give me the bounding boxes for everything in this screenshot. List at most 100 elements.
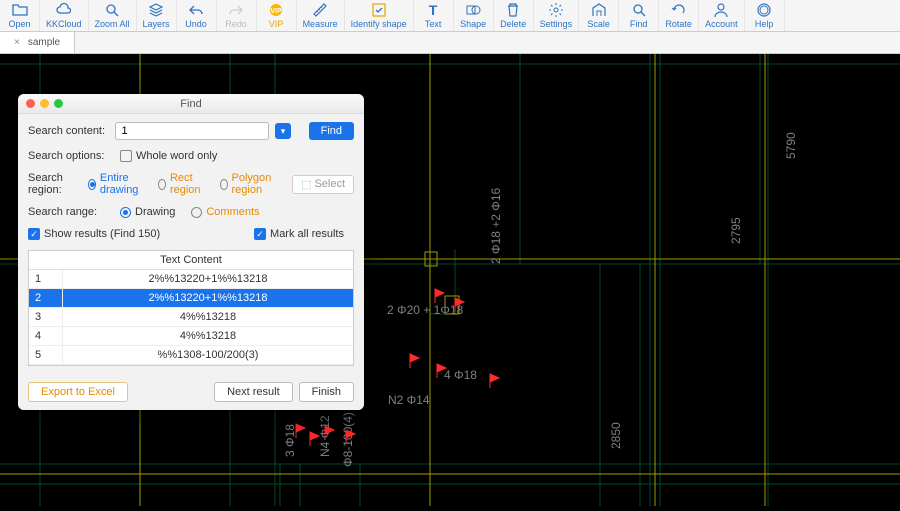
tool-label: Layers xyxy=(143,19,170,29)
table-row[interactable]: 44%%13218 xyxy=(29,327,353,346)
tool-rotate[interactable]: Rotate xyxy=(659,0,699,31)
row-number: 5 xyxy=(29,346,63,364)
show-results-checkbox[interactable]: ✓Show results (Find 150) xyxy=(28,228,160,240)
region-entire-radio[interactable]: Entire drawing xyxy=(88,172,142,196)
find-icon xyxy=(631,2,647,18)
table-row[interactable]: 12%%13220+1%%13218 xyxy=(29,270,353,289)
text-icon: T xyxy=(425,2,441,18)
tool-delete[interactable]: Delete xyxy=(494,0,534,31)
tool-kkcloud[interactable]: KKCloud xyxy=(40,0,89,31)
shape-icon xyxy=(465,2,481,18)
dialog-titlebar[interactable]: Find xyxy=(18,94,364,114)
region-poly-label: Polygon region xyxy=(232,172,277,196)
tool-shape[interactable]: Shape xyxy=(454,0,494,31)
tab-sample[interactable]: × sample xyxy=(0,32,75,53)
show-results-label: Show results (Find 150) xyxy=(44,228,160,240)
tool-label: Undo xyxy=(185,19,207,29)
redo-icon xyxy=(228,2,244,18)
tool-label: Measure xyxy=(303,19,338,29)
row-number: 1 xyxy=(29,270,63,288)
close-icon[interactable]: × xyxy=(14,37,20,48)
zoom-icon xyxy=(104,2,120,18)
mark-all-label: Mark all results xyxy=(270,228,344,240)
mark-all-checkbox[interactable]: ✓Mark all results xyxy=(254,228,344,240)
tool-label: Open xyxy=(8,19,30,29)
tool-scale[interactable]: Scale xyxy=(579,0,619,31)
export-excel-button[interactable]: Export to Excel xyxy=(28,382,128,402)
measure-icon xyxy=(312,2,328,18)
range-drawing-label: Drawing xyxy=(135,206,175,218)
tool-open[interactable]: Open xyxy=(0,0,40,31)
tool-label: Scale xyxy=(587,19,610,29)
row-number: 3 xyxy=(29,308,63,326)
svg-text:3 Φ18: 3 Φ18 xyxy=(283,424,297,457)
tool-text[interactable]: TText xyxy=(414,0,454,31)
region-rect-label: Rect region xyxy=(170,172,204,196)
range-drawing-radio[interactable]: Drawing xyxy=(120,206,175,218)
tool-layers[interactable]: Layers xyxy=(137,0,177,31)
tool-redo[interactable]: Redo xyxy=(217,0,257,31)
table-header: Text Content xyxy=(29,251,353,270)
rotate-icon xyxy=(671,2,687,18)
svg-text:2850: 2850 xyxy=(609,422,623,449)
tool-help[interactable]: Help xyxy=(745,0,785,31)
settings-icon xyxy=(548,2,564,18)
select-region-button[interactable]: ⬚Select xyxy=(292,175,354,194)
tool-zoomall[interactable]: Zoom All xyxy=(89,0,137,31)
tool-identify[interactable]: Identify shape xyxy=(345,0,414,31)
table-row[interactable]: 34%%13218 xyxy=(29,308,353,327)
tool-find[interactable]: Find xyxy=(619,0,659,31)
tool-settings[interactable]: Settings xyxy=(534,0,580,31)
row-text: 4%%13218 xyxy=(63,327,353,345)
tool-label: Text xyxy=(425,19,442,29)
svg-text:4 Φ18: 4 Φ18 xyxy=(444,368,477,382)
row-text: 2%%13220+1%%13218 xyxy=(63,289,353,307)
region-rect-radio[interactable]: Rect region xyxy=(158,172,204,196)
cloud-icon xyxy=(56,2,72,18)
range-comments-radio[interactable]: Comments xyxy=(191,206,259,218)
whole-word-checkbox[interactable]: Whole word only xyxy=(120,150,217,162)
svg-text:5790: 5790 xyxy=(784,132,798,159)
vip-icon: VIP xyxy=(268,2,284,18)
svg-text:T: T xyxy=(429,2,438,18)
row-number: 4 xyxy=(29,327,63,345)
next-result-button[interactable]: Next result xyxy=(214,382,293,402)
tool-account[interactable]: Account xyxy=(699,0,745,31)
search-input[interactable] xyxy=(115,122,269,140)
svg-text:N2 Φ14: N2 Φ14 xyxy=(388,393,430,407)
svg-text:2 Φ20 + 1Φ18: 2 Φ20 + 1Φ18 xyxy=(387,303,464,317)
whole-word-label: Whole word only xyxy=(136,150,217,162)
help-icon xyxy=(756,2,772,18)
folder-icon xyxy=(12,2,28,18)
tool-label: KKCloud xyxy=(46,19,82,29)
tool-label: Redo xyxy=(225,19,247,29)
region-poly-radio[interactable]: Polygon region xyxy=(220,172,276,196)
table-row[interactable]: 22%%13220+1%%13218 xyxy=(29,289,353,308)
svg-text:VIP: VIP xyxy=(270,8,282,15)
tool-label: Zoom All xyxy=(95,19,130,29)
row-number: 2 xyxy=(29,289,63,307)
search-region-label: Search region: xyxy=(28,172,82,196)
account-icon xyxy=(713,2,729,18)
tool-vip[interactable]: VIPVIP xyxy=(257,0,297,31)
select-btn-label: Select xyxy=(314,178,345,190)
find-dialog: Find Search content: ▾ Find Search optio… xyxy=(18,94,364,410)
dropdown-icon[interactable]: ▾ xyxy=(275,123,290,139)
find-button[interactable]: Find xyxy=(309,122,354,140)
scale-icon xyxy=(591,2,607,18)
tool-undo[interactable]: Undo xyxy=(177,0,217,31)
dialog-title: Find xyxy=(18,98,364,110)
search-range-label: Search range: xyxy=(28,206,114,218)
results-table: Text Content 12%%13220+1%%1321822%%13220… xyxy=(28,250,354,366)
row-text: %%1308-100/200(3) xyxy=(63,346,353,364)
tool-measure[interactable]: Measure xyxy=(297,0,345,31)
svg-text:Φ8-100(4): Φ8-100(4) xyxy=(341,412,355,467)
document-tabbar: × sample xyxy=(0,32,900,54)
undo-icon xyxy=(188,2,204,18)
tool-label: Shape xyxy=(460,19,486,29)
finish-button[interactable]: Finish xyxy=(299,382,354,402)
delete-icon xyxy=(505,2,521,18)
tool-label: Find xyxy=(630,19,648,29)
table-row[interactable]: 5%%1308-100/200(3) xyxy=(29,346,353,365)
region-entire-label: Entire drawing xyxy=(100,172,143,196)
